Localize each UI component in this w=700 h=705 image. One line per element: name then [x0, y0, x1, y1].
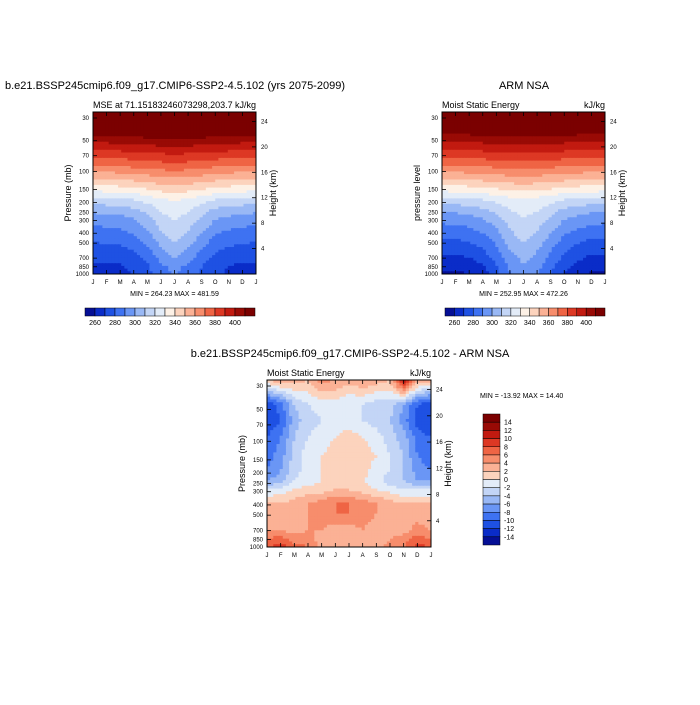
- colorbar-label: 280: [109, 320, 121, 327]
- pressure-tick-label: 1000: [76, 272, 90, 278]
- colorbar-box: [175, 308, 185, 316]
- month-tick-label: J: [92, 280, 95, 286]
- month-tick-label: A: [186, 280, 190, 286]
- panel-units-label: kJ/kg: [584, 100, 605, 110]
- colorbar-label: 380: [209, 320, 221, 327]
- month-tick-label: M: [145, 280, 150, 286]
- pressure-tick-label: 500: [79, 241, 90, 247]
- pressure-tick-label: 100: [79, 170, 90, 176]
- colorbar-box: [235, 308, 245, 316]
- y2-axis-label: Height (km): [268, 170, 278, 217]
- pressure-tick-label: 700: [79, 256, 90, 262]
- pressure-tick-label: 400: [79, 231, 90, 237]
- pressure-tick-label: 200: [79, 200, 90, 206]
- colorbar: 260 280 300 320 340 360 380 400: [85, 308, 255, 327]
- colorbar-box: [225, 308, 235, 316]
- colorbar-box: [155, 308, 165, 316]
- colorbar-box: [165, 308, 175, 316]
- pressure-tick-label: 30: [82, 116, 89, 122]
- colorbar-box: [135, 308, 145, 316]
- month-tick-label: J: [173, 280, 176, 286]
- month-tick-label: M: [118, 280, 123, 286]
- colorbar-box: [205, 308, 215, 316]
- month-tick-label: A: [132, 280, 136, 286]
- month-tick-label: D: [240, 280, 245, 286]
- colorbar-box: [105, 308, 115, 316]
- panel-model: b.e21.BSSP245cmip6.f09_g17.CMIP6-SSP2-4.…: [5, 80, 345, 327]
- pressure-tick-label: 850: [79, 265, 90, 271]
- y-axis-label: Pressure (mb): [63, 164, 73, 221]
- colorbar-box: [195, 308, 205, 316]
- colorbar-box: [145, 308, 155, 316]
- panel-units-label: kJ/kg: [235, 100, 256, 110]
- colorbar-box: [125, 308, 135, 316]
- panel-variable-label: Moist Static Energy: [442, 100, 520, 110]
- colorbar-label: 300: [129, 320, 141, 327]
- pressure-tick-label: 250: [79, 210, 90, 216]
- month-tick-label: N: [227, 280, 231, 286]
- colorbar-box: [215, 308, 225, 316]
- pressure-tick-label: 150: [79, 188, 90, 194]
- height-tick-label: 8: [261, 221, 265, 227]
- month-tick-label: O: [213, 280, 218, 286]
- height-tick-label: 20: [261, 145, 268, 151]
- colorbar-label: 320: [149, 320, 161, 327]
- pressure-tick-label: 300: [79, 218, 90, 224]
- panel-variable-label: MSE at 71.15183246073298,203.7: [93, 100, 233, 110]
- min-max-stats: MIN = 264.23 MAX = 481.59: [130, 291, 219, 298]
- colorbar-label: 340: [169, 320, 181, 327]
- pressure-tick-label: 50: [82, 139, 89, 145]
- colorbar-label: 260: [89, 320, 101, 327]
- colorbar-box: [85, 308, 95, 316]
- month-tick-label: F: [105, 280, 109, 286]
- heatmap-field: [442, 112, 606, 275]
- colorbar-label: 360: [189, 320, 201, 327]
- panel-title: b.e21.BSSP245cmip6.f09_g17.CMIP6-SSP2-4.…: [5, 80, 345, 92]
- colorbar-box: [115, 308, 125, 316]
- colorbar-label: 400: [229, 320, 241, 327]
- heatmap-field: [93, 112, 257, 275]
- height-tick-label: 24: [261, 119, 268, 125]
- month-tick-label: S: [200, 280, 204, 286]
- height-tick-label: 4: [261, 247, 265, 253]
- month-tick-label: J: [159, 280, 162, 286]
- colorbar-box: [185, 308, 195, 316]
- colorbar-box: [95, 308, 105, 316]
- panel-title: ARM NSA: [499, 80, 550, 92]
- pressure-tick-label: 70: [82, 154, 89, 160]
- month-tick-label: J: [255, 280, 258, 286]
- colorbar-box: [245, 308, 255, 316]
